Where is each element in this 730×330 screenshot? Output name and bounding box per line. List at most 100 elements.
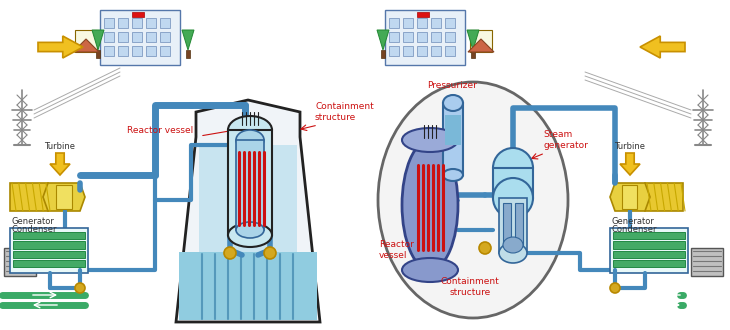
Bar [403, 32, 413, 42]
Bar [431, 32, 441, 42]
Text: Condenser: Condenser [11, 225, 56, 234]
Bar [146, 46, 156, 56]
Text: Containment
structure: Containment structure [441, 277, 499, 297]
Text: Pressurizer: Pressurizer [427, 81, 477, 90]
Bar [613, 250, 685, 258]
Bar [470, 30, 492, 52]
Polygon shape [467, 30, 479, 50]
Bar [403, 18, 413, 28]
Ellipse shape [236, 130, 264, 150]
Polygon shape [377, 30, 389, 50]
Polygon shape [92, 30, 104, 50]
Bar [104, 32, 114, 42]
Bar [613, 232, 685, 239]
Bar [471, 50, 475, 58]
Bar [160, 46, 170, 56]
Bar [431, 18, 441, 28]
Ellipse shape [499, 243, 527, 263]
Bar [75, 30, 97, 52]
Bar [186, 50, 190, 58]
Bar [104, 46, 114, 56]
Bar [160, 18, 170, 28]
Ellipse shape [493, 178, 533, 218]
Polygon shape [38, 36, 83, 58]
Ellipse shape [402, 140, 458, 270]
Bar [645, 183, 683, 211]
Bar [4, 248, 36, 276]
Bar [613, 241, 685, 248]
Ellipse shape [503, 237, 523, 253]
Bar [389, 18, 399, 28]
Bar [417, 32, 427, 42]
Bar [13, 250, 85, 258]
Bar [146, 18, 156, 28]
Bar [503, 203, 511, 245]
Text: Steam
generator: Steam generator [543, 130, 588, 150]
Ellipse shape [378, 82, 568, 318]
Text: Condenser: Condenser [612, 225, 658, 234]
Bar [118, 32, 128, 42]
Ellipse shape [264, 247, 276, 259]
Ellipse shape [224, 247, 236, 259]
Bar [132, 18, 142, 28]
Ellipse shape [402, 128, 458, 152]
Polygon shape [176, 100, 320, 322]
Bar [445, 115, 461, 145]
Ellipse shape [443, 95, 463, 111]
Bar [493, 168, 533, 198]
Bar [613, 260, 685, 267]
Ellipse shape [402, 258, 458, 282]
Bar [13, 232, 85, 239]
Bar [228, 130, 272, 235]
Ellipse shape [228, 223, 272, 247]
Bar [132, 12, 144, 17]
Polygon shape [610, 183, 650, 211]
Bar [403, 46, 413, 56]
Ellipse shape [610, 283, 620, 293]
Ellipse shape [479, 242, 491, 254]
Bar [417, 12, 429, 17]
Ellipse shape [443, 169, 463, 181]
Bar [445, 46, 455, 56]
Polygon shape [50, 153, 70, 175]
Bar [417, 46, 427, 56]
Bar [13, 260, 85, 267]
Text: Reactor
vessel: Reactor vessel [379, 240, 414, 260]
Text: Reactor vessel: Reactor vessel [127, 126, 193, 135]
Bar [13, 241, 85, 248]
Bar [118, 46, 128, 56]
Bar [381, 50, 385, 58]
Ellipse shape [236, 222, 264, 238]
Bar [96, 50, 100, 58]
Text: Generator: Generator [612, 217, 655, 226]
Bar [56, 185, 72, 209]
Polygon shape [640, 36, 685, 58]
Bar [104, 18, 114, 28]
Bar [445, 18, 455, 28]
Bar [389, 46, 399, 56]
Bar [179, 252, 317, 320]
Bar [443, 103, 463, 175]
Bar [118, 18, 128, 28]
Bar [385, 10, 465, 65]
Bar [445, 32, 455, 42]
Bar [10, 183, 48, 211]
Polygon shape [468, 39, 494, 52]
Bar [236, 140, 264, 230]
Bar [146, 32, 156, 42]
Polygon shape [620, 153, 640, 175]
Text: Generator: Generator [11, 217, 54, 226]
Bar [691, 248, 723, 276]
Bar [499, 198, 527, 253]
Bar [610, 228, 688, 273]
Bar [199, 145, 297, 252]
Ellipse shape [228, 116, 272, 144]
Text: Turbine: Turbine [45, 142, 75, 151]
Bar [431, 46, 441, 56]
Bar [417, 18, 427, 28]
Bar [160, 32, 170, 42]
Text: Containment
structure: Containment structure [315, 102, 374, 122]
Bar [515, 203, 523, 245]
Bar [10, 228, 88, 273]
Bar [622, 185, 637, 209]
